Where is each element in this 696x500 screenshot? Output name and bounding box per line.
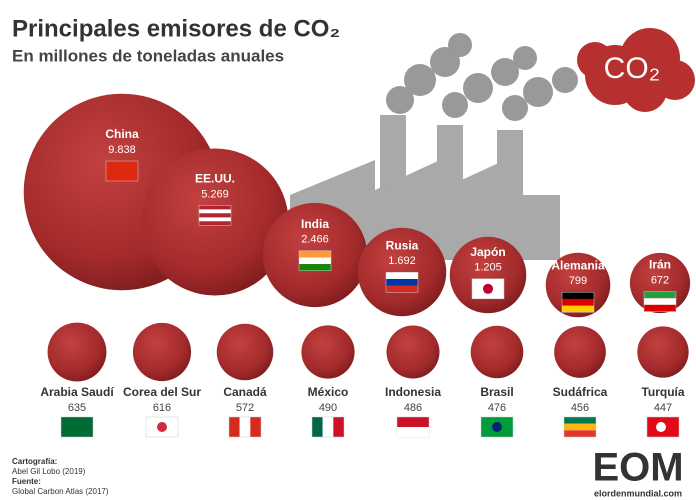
flag bbox=[61, 417, 93, 437]
country-label: Rusia bbox=[386, 239, 419, 253]
value-label: 672 bbox=[651, 274, 669, 286]
value-label: 1.205 bbox=[474, 262, 502, 274]
flag bbox=[322, 417, 334, 437]
value-label: 2.466 bbox=[301, 234, 329, 246]
country-label: Sudáfrica bbox=[553, 385, 608, 399]
chart-subtitle: En millones de toneladas anuales bbox=[12, 46, 284, 65]
flag bbox=[644, 291, 676, 299]
flag bbox=[564, 423, 596, 431]
country-label: Indonesia bbox=[385, 385, 441, 399]
flag bbox=[299, 264, 331, 271]
flag-border bbox=[385, 272, 419, 293]
country-label: México bbox=[308, 385, 349, 399]
credit: Abel Gil Lobo (2019) bbox=[12, 467, 86, 476]
flag bbox=[386, 272, 418, 279]
flag-border bbox=[105, 160, 139, 182]
flag bbox=[157, 422, 167, 432]
flag bbox=[312, 417, 323, 437]
bubble bbox=[470, 325, 524, 379]
country-label: Canadá bbox=[223, 385, 267, 399]
flag-border bbox=[198, 205, 232, 226]
bubble bbox=[47, 322, 107, 382]
flag-border bbox=[60, 416, 94, 438]
credit: Fuente: bbox=[12, 477, 41, 486]
credit: Cartografía: bbox=[12, 457, 57, 466]
value-label: 5.269 bbox=[201, 188, 229, 200]
flag bbox=[644, 304, 676, 312]
country-label: India bbox=[301, 217, 329, 231]
flag bbox=[333, 417, 344, 437]
flag bbox=[562, 305, 594, 313]
country-label: Brasil bbox=[480, 385, 513, 399]
co2-cloud bbox=[577, 28, 695, 112]
value-label: 572 bbox=[236, 402, 254, 414]
flag bbox=[386, 285, 418, 293]
country-label: Corea del Sur bbox=[123, 385, 201, 399]
flag bbox=[386, 278, 418, 286]
flag bbox=[562, 292, 594, 299]
flag-border bbox=[145, 416, 179, 438]
flag bbox=[492, 422, 502, 432]
value-label: 1.692 bbox=[388, 255, 416, 267]
flag bbox=[656, 422, 666, 432]
flag-border bbox=[646, 416, 680, 438]
flag-border bbox=[228, 416, 262, 438]
flag bbox=[239, 417, 251, 437]
value-label: 9.838 bbox=[108, 144, 136, 156]
flag bbox=[562, 298, 594, 306]
country-label: China bbox=[105, 127, 139, 141]
country-label: EE.UU. bbox=[195, 172, 235, 186]
flag bbox=[644, 298, 676, 305]
flag bbox=[106, 161, 138, 182]
flag bbox=[483, 283, 493, 294]
bubble bbox=[554, 326, 606, 378]
flag bbox=[299, 257, 331, 265]
flag bbox=[397, 417, 429, 427]
flag bbox=[199, 205, 231, 210]
flag bbox=[397, 427, 429, 437]
flag bbox=[199, 221, 231, 226]
co2-badge: CO₂ bbox=[604, 52, 661, 85]
flag bbox=[564, 430, 596, 437]
flag-border bbox=[471, 278, 505, 300]
country-label: Irán bbox=[649, 258, 671, 272]
flag bbox=[250, 417, 261, 437]
flag-border bbox=[643, 291, 677, 312]
bubble bbox=[301, 325, 355, 379]
bubble bbox=[637, 326, 689, 378]
bubble bbox=[386, 325, 440, 379]
value-label: 447 bbox=[654, 402, 672, 414]
value-label: 635 bbox=[68, 402, 86, 414]
value-label: 799 bbox=[569, 275, 587, 287]
credit: Global Carbon Atlas (2017) bbox=[12, 487, 109, 496]
country-label: Alemania bbox=[551, 258, 605, 272]
value-label: 486 bbox=[404, 402, 422, 414]
value-label: 490 bbox=[319, 402, 337, 414]
flag bbox=[564, 417, 596, 424]
flag bbox=[199, 209, 231, 214]
bubble bbox=[357, 227, 447, 317]
logo: EOM bbox=[592, 446, 683, 490]
flag bbox=[229, 417, 240, 437]
bubble bbox=[132, 322, 192, 382]
flag-border bbox=[311, 416, 345, 438]
country-label: Arabia Saudí bbox=[40, 385, 114, 399]
flag-border bbox=[561, 292, 595, 313]
bubble bbox=[216, 323, 274, 381]
value-label: 616 bbox=[153, 402, 171, 414]
flag-border bbox=[563, 416, 597, 438]
flag bbox=[199, 217, 231, 222]
flag bbox=[299, 250, 331, 258]
bubble bbox=[449, 236, 527, 314]
country-label: Turquía bbox=[641, 385, 684, 399]
flag bbox=[199, 213, 231, 218]
country-label: Japón bbox=[470, 245, 505, 259]
flag-border bbox=[298, 250, 332, 271]
website: elordenmundial.com bbox=[594, 488, 682, 498]
value-label: 456 bbox=[571, 402, 589, 414]
chart-title: Principales emisores de CO₂ bbox=[12, 15, 340, 42]
value-label: 476 bbox=[488, 402, 506, 414]
flag-border bbox=[480, 416, 514, 438]
